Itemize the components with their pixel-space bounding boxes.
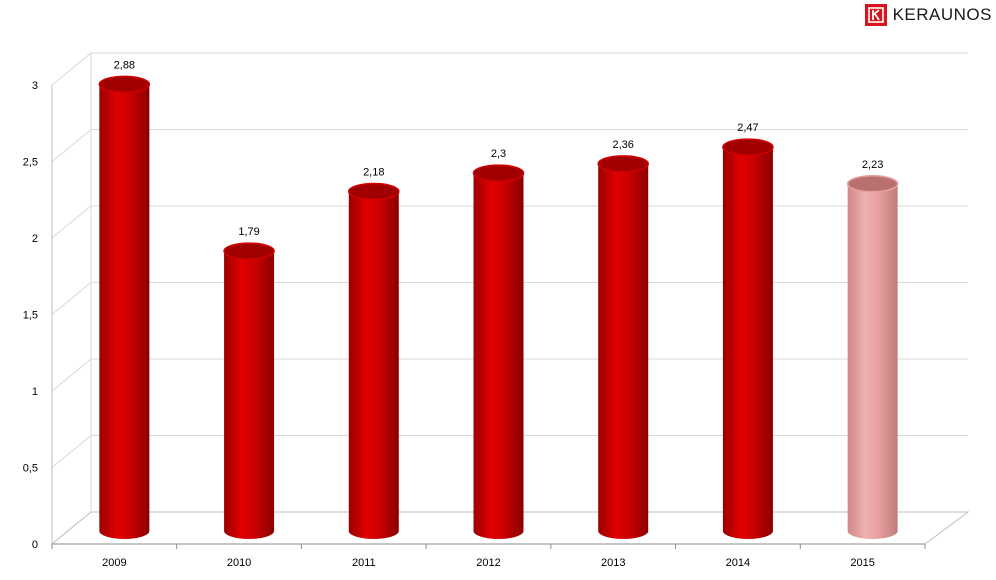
data-label: 2,23 (862, 159, 883, 171)
bar-body (99, 84, 150, 540)
y-tick-label: 2,5 (23, 157, 38, 169)
data-label: 2,88 (114, 59, 135, 71)
bar (597, 155, 649, 540)
x-tick-label: 2010 (227, 557, 251, 569)
data-label: 2,36 (613, 139, 634, 151)
bar-top (348, 182, 400, 201)
brand-name: KERAUNOS (892, 5, 992, 24)
bar (722, 138, 774, 539)
gridline-diagonal (51, 358, 92, 392)
data-label: 2,18 (363, 166, 384, 178)
bar-body (722, 147, 773, 539)
bar-top (597, 155, 649, 173)
x-tick-label: 2012 (476, 557, 500, 569)
labels: 0 0,5 1 1,5 2 2,5 3 2,88 2009 1,79 2010 2,18 2011 2,3… (23, 59, 884, 569)
x-tick-label: 2011 (352, 557, 376, 569)
brand-logo: KERAUNOS (864, 4, 992, 26)
gridline-diagonal (51, 129, 92, 162)
data-label: 2,3 (491, 148, 506, 160)
gridline-diagonal (51, 52, 92, 86)
data-label: 2,47 (737, 122, 758, 134)
x-tick-label: 2014 (726, 557, 750, 569)
bar-top (223, 242, 275, 260)
y-tick-label: 2 (32, 233, 38, 245)
bar-body (473, 173, 524, 539)
x-tick-label: 2009 (102, 557, 126, 569)
gridline-diagonal (51, 205, 92, 239)
keraunos-logo-icon (864, 4, 887, 26)
x-tick-label: 2015 (850, 557, 874, 569)
bar-top (846, 175, 899, 193)
bar (223, 242, 275, 539)
bar (846, 175, 899, 539)
bar-body (348, 191, 399, 539)
gridline-diagonal (51, 435, 92, 468)
data-label: 1,79 (238, 226, 259, 238)
bar (472, 164, 525, 539)
y-tick-label: 0,5 (23, 463, 38, 475)
bar-body (598, 163, 649, 540)
bar (98, 75, 151, 540)
bars (98, 75, 899, 540)
y-tick-label: 1 (32, 386, 38, 398)
bar (348, 182, 400, 539)
y-tick-label: 0 (32, 539, 38, 551)
bar-top (98, 75, 151, 94)
x-tick-label: 2013 (601, 557, 625, 569)
bar-body (224, 251, 275, 539)
bar-top (472, 164, 525, 182)
y-tick-label: 1,5 (23, 310, 38, 322)
bar-top (722, 138, 774, 156)
bar-body (847, 183, 898, 539)
gridline-diagonal (51, 282, 92, 315)
y-tick-label: 3 (32, 80, 38, 92)
